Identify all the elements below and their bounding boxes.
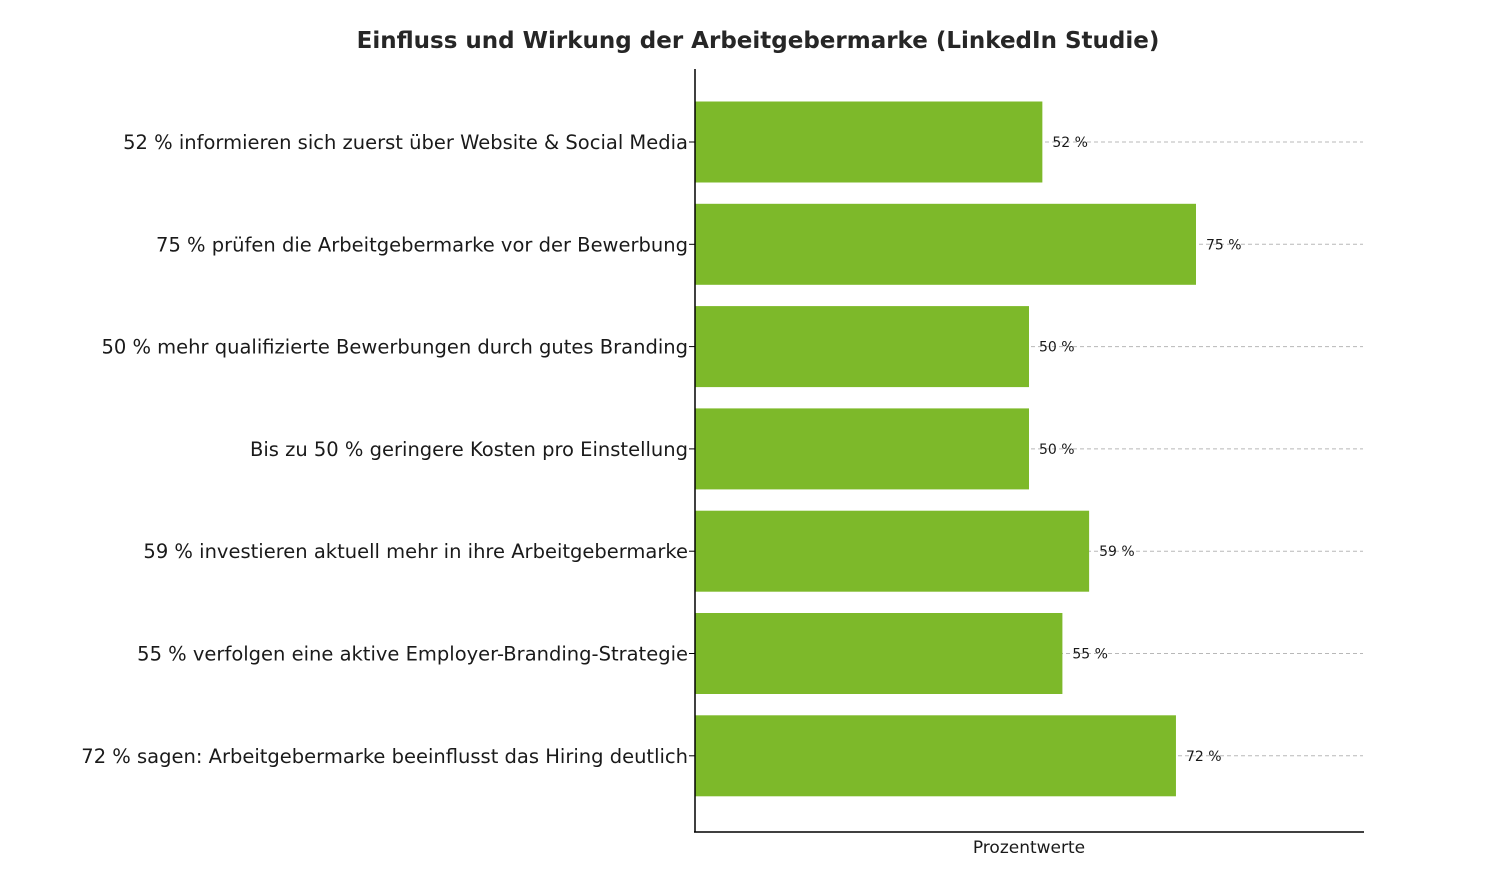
value-labels: 52 % 75 % 50 % 50 % 59 % 55 % 72 % [1039, 135, 1242, 765]
x-axis-label: Prozentwerte [973, 838, 1085, 858]
value-label: 75 % [1206, 237, 1242, 253]
bar [695, 101, 1043, 183]
value-label: 72 % [1186, 749, 1222, 765]
bar [695, 510, 1090, 592]
value-label: 55 % [1072, 647, 1108, 663]
gridlines [695, 141, 1363, 757]
bar [695, 203, 1196, 285]
bar [695, 715, 1176, 797]
bar [695, 408, 1029, 490]
value-label: 59 % [1099, 544, 1135, 560]
category-label: Bis zu 50 % geringere Kosten pro Einstel… [250, 438, 688, 461]
bar [695, 613, 1063, 694]
category-labels: 52 % informieren sich zuerst über Websit… [81, 131, 695, 768]
bar [695, 306, 1029, 388]
value-label: 52 % [1052, 135, 1088, 151]
category-label: 75 % prüfen die Arbeitgebermarke vor der… [156, 233, 688, 256]
bars [695, 101, 1196, 797]
category-label: 50 % mehr qualifizierte Bewerbungen durc… [101, 336, 688, 359]
category-label: 72 % sagen: Arbeitgebermarke beeinflusst… [81, 745, 688, 768]
category-label: 52 % informieren sich zuerst über Websit… [123, 131, 688, 154]
category-label: 55 % verfolgen eine aktive Employer-Bran… [137, 643, 688, 666]
value-label: 50 % [1039, 340, 1075, 356]
chart-title: Einfluss und Wirkung der Arbeitgebermark… [357, 28, 1160, 54]
value-label: 50 % [1039, 442, 1075, 458]
category-label: 59 % investieren aktuell mehr in ihre Ar… [143, 540, 688, 563]
